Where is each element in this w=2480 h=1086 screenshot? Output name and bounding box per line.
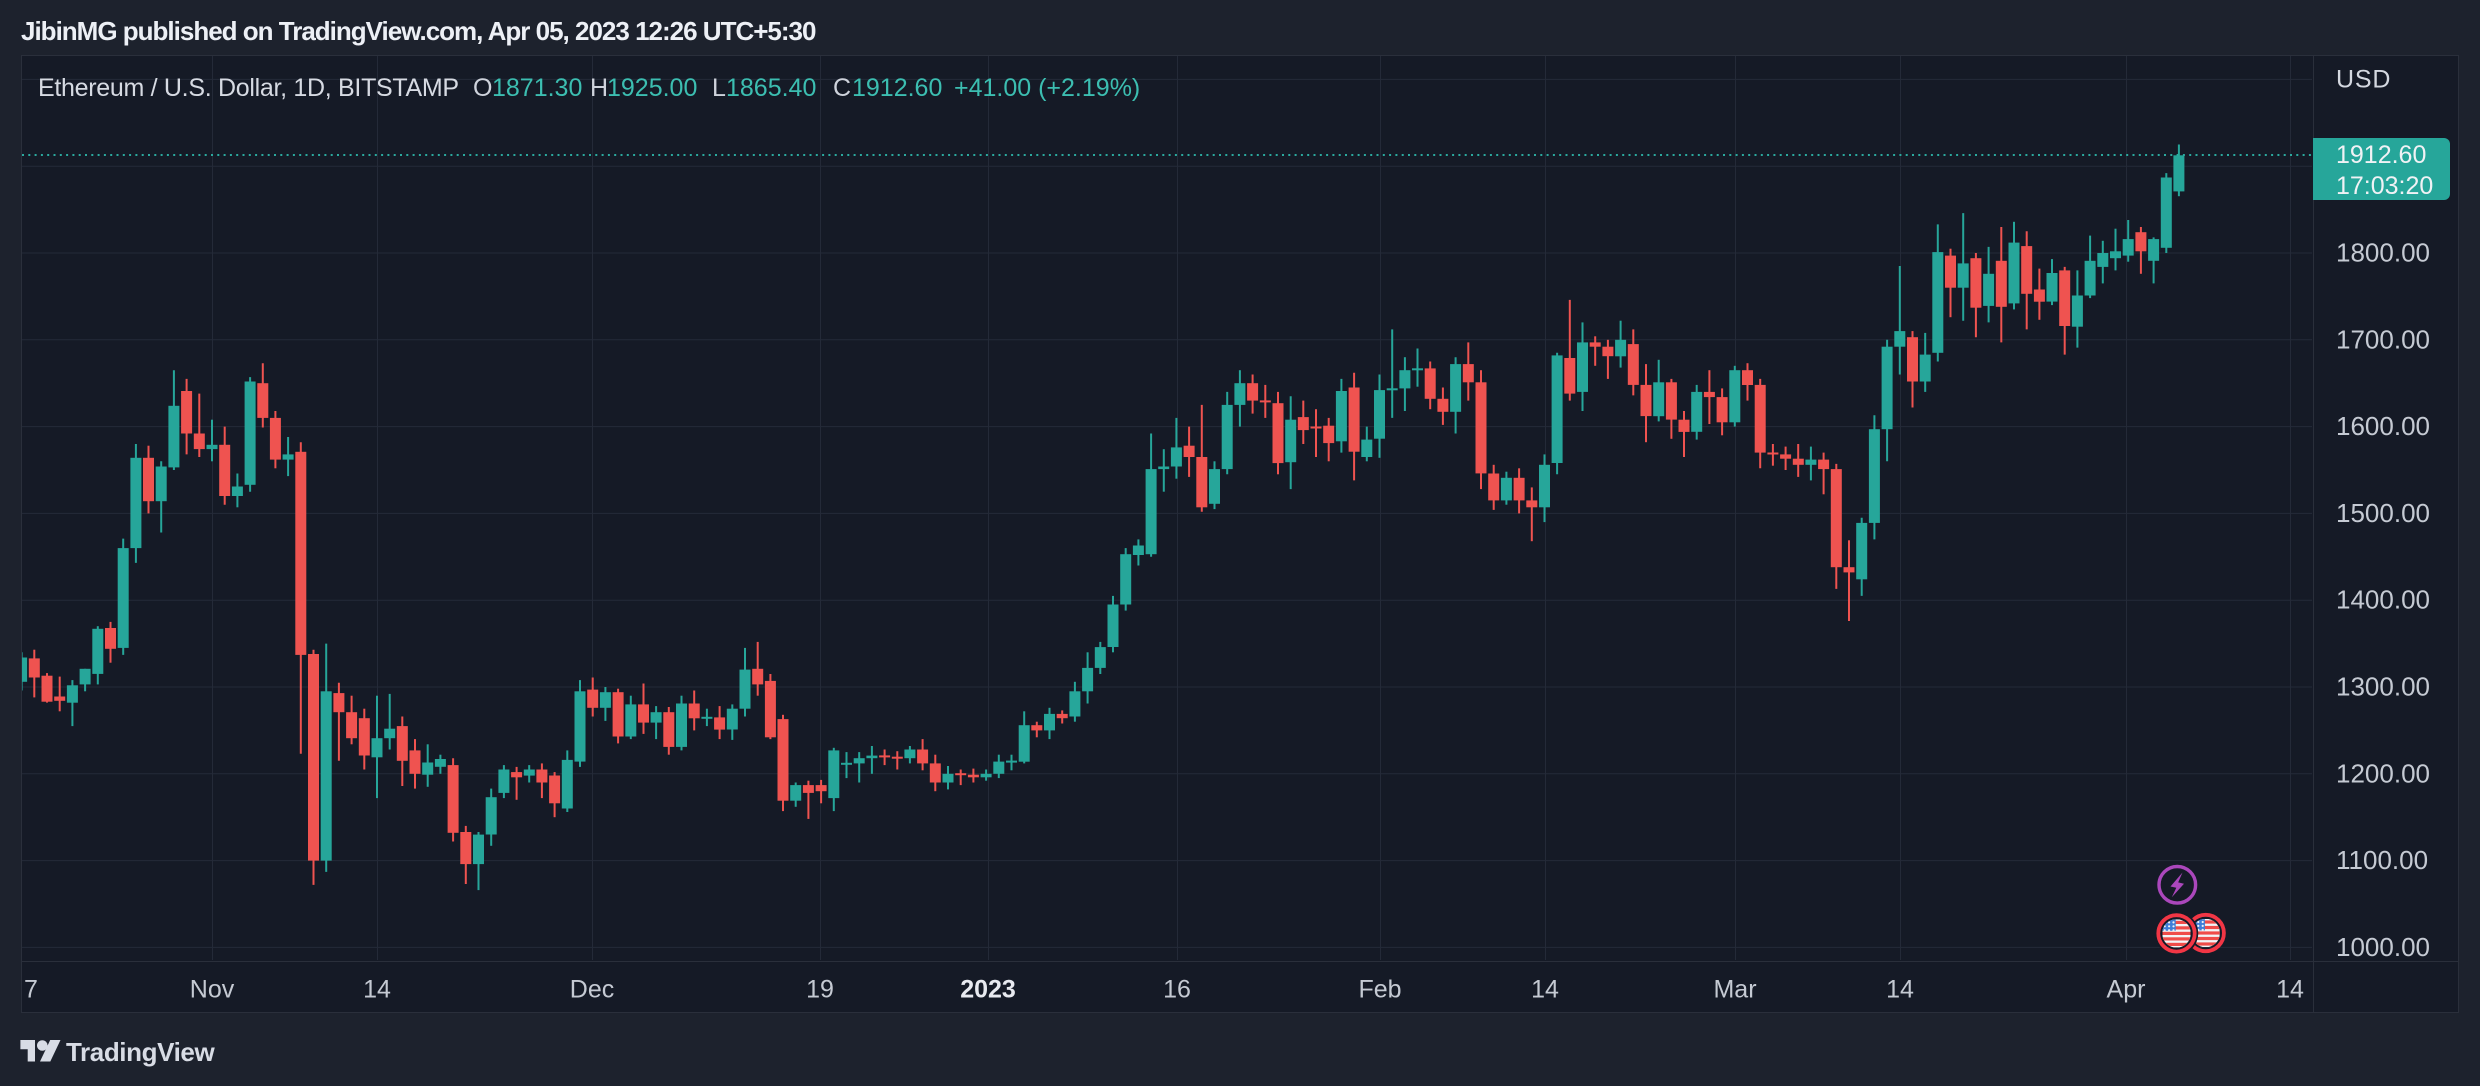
- svg-text:+41.00 (+2.19%): +41.00 (+2.19%): [954, 74, 1140, 102]
- svg-text:14: 14: [1531, 976, 1559, 1004]
- svg-text:JibinMG published on TradingVi: JibinMG published on TradingView.com, Ap…: [21, 16, 816, 46]
- svg-text:14: 14: [1886, 976, 1914, 1004]
- svg-text:Mar: Mar: [1713, 976, 1756, 1004]
- svg-text:1500.00: 1500.00: [2336, 498, 2430, 528]
- svg-text:USD: USD: [2336, 66, 2391, 94]
- svg-text:17:03:20: 17:03:20: [2336, 172, 2433, 200]
- svg-text:1800.00: 1800.00: [2336, 238, 2430, 268]
- svg-text:Apr: Apr: [2107, 976, 2146, 1004]
- svg-text:16: 16: [1163, 976, 1191, 1004]
- svg-text:1912.60: 1912.60: [2336, 141, 2426, 169]
- svg-text:1300.00: 1300.00: [2336, 672, 2430, 702]
- svg-text:1000.00: 1000.00: [2336, 932, 2430, 962]
- svg-text:14: 14: [2276, 976, 2304, 1004]
- svg-text:1700.00: 1700.00: [2336, 324, 2430, 354]
- svg-text:14: 14: [363, 976, 391, 1004]
- svg-text:1912.60: 1912.60: [852, 74, 942, 102]
- svg-text:Dec: Dec: [570, 976, 614, 1004]
- svg-text:19: 19: [806, 976, 834, 1004]
- svg-text:1871.30: 1871.30: [492, 74, 582, 102]
- svg-text:2023: 2023: [960, 976, 1016, 1004]
- svg-text:Ethereum / U.S. Dollar, 1D, BI: Ethereum / U.S. Dollar, 1D, BITSTAMP: [38, 74, 459, 102]
- svg-text:C: C: [833, 74, 851, 102]
- svg-text:1600.00: 1600.00: [2336, 411, 2430, 441]
- svg-text:1925.00: 1925.00: [607, 74, 697, 102]
- svg-text:Nov: Nov: [190, 976, 235, 1004]
- svg-text:1400.00: 1400.00: [2336, 585, 2430, 615]
- svg-text:O: O: [473, 74, 492, 102]
- svg-text:1100.00: 1100.00: [2336, 845, 2428, 875]
- svg-text:1865.40: 1865.40: [726, 74, 816, 102]
- svg-text:7: 7: [24, 976, 38, 1004]
- svg-text:L: L: [712, 74, 726, 102]
- svg-text:1200.00: 1200.00: [2336, 758, 2430, 788]
- svg-text:TradingView: TradingView: [66, 1037, 215, 1067]
- svg-text:Feb: Feb: [1358, 976, 1401, 1004]
- svg-text:H: H: [590, 74, 608, 102]
